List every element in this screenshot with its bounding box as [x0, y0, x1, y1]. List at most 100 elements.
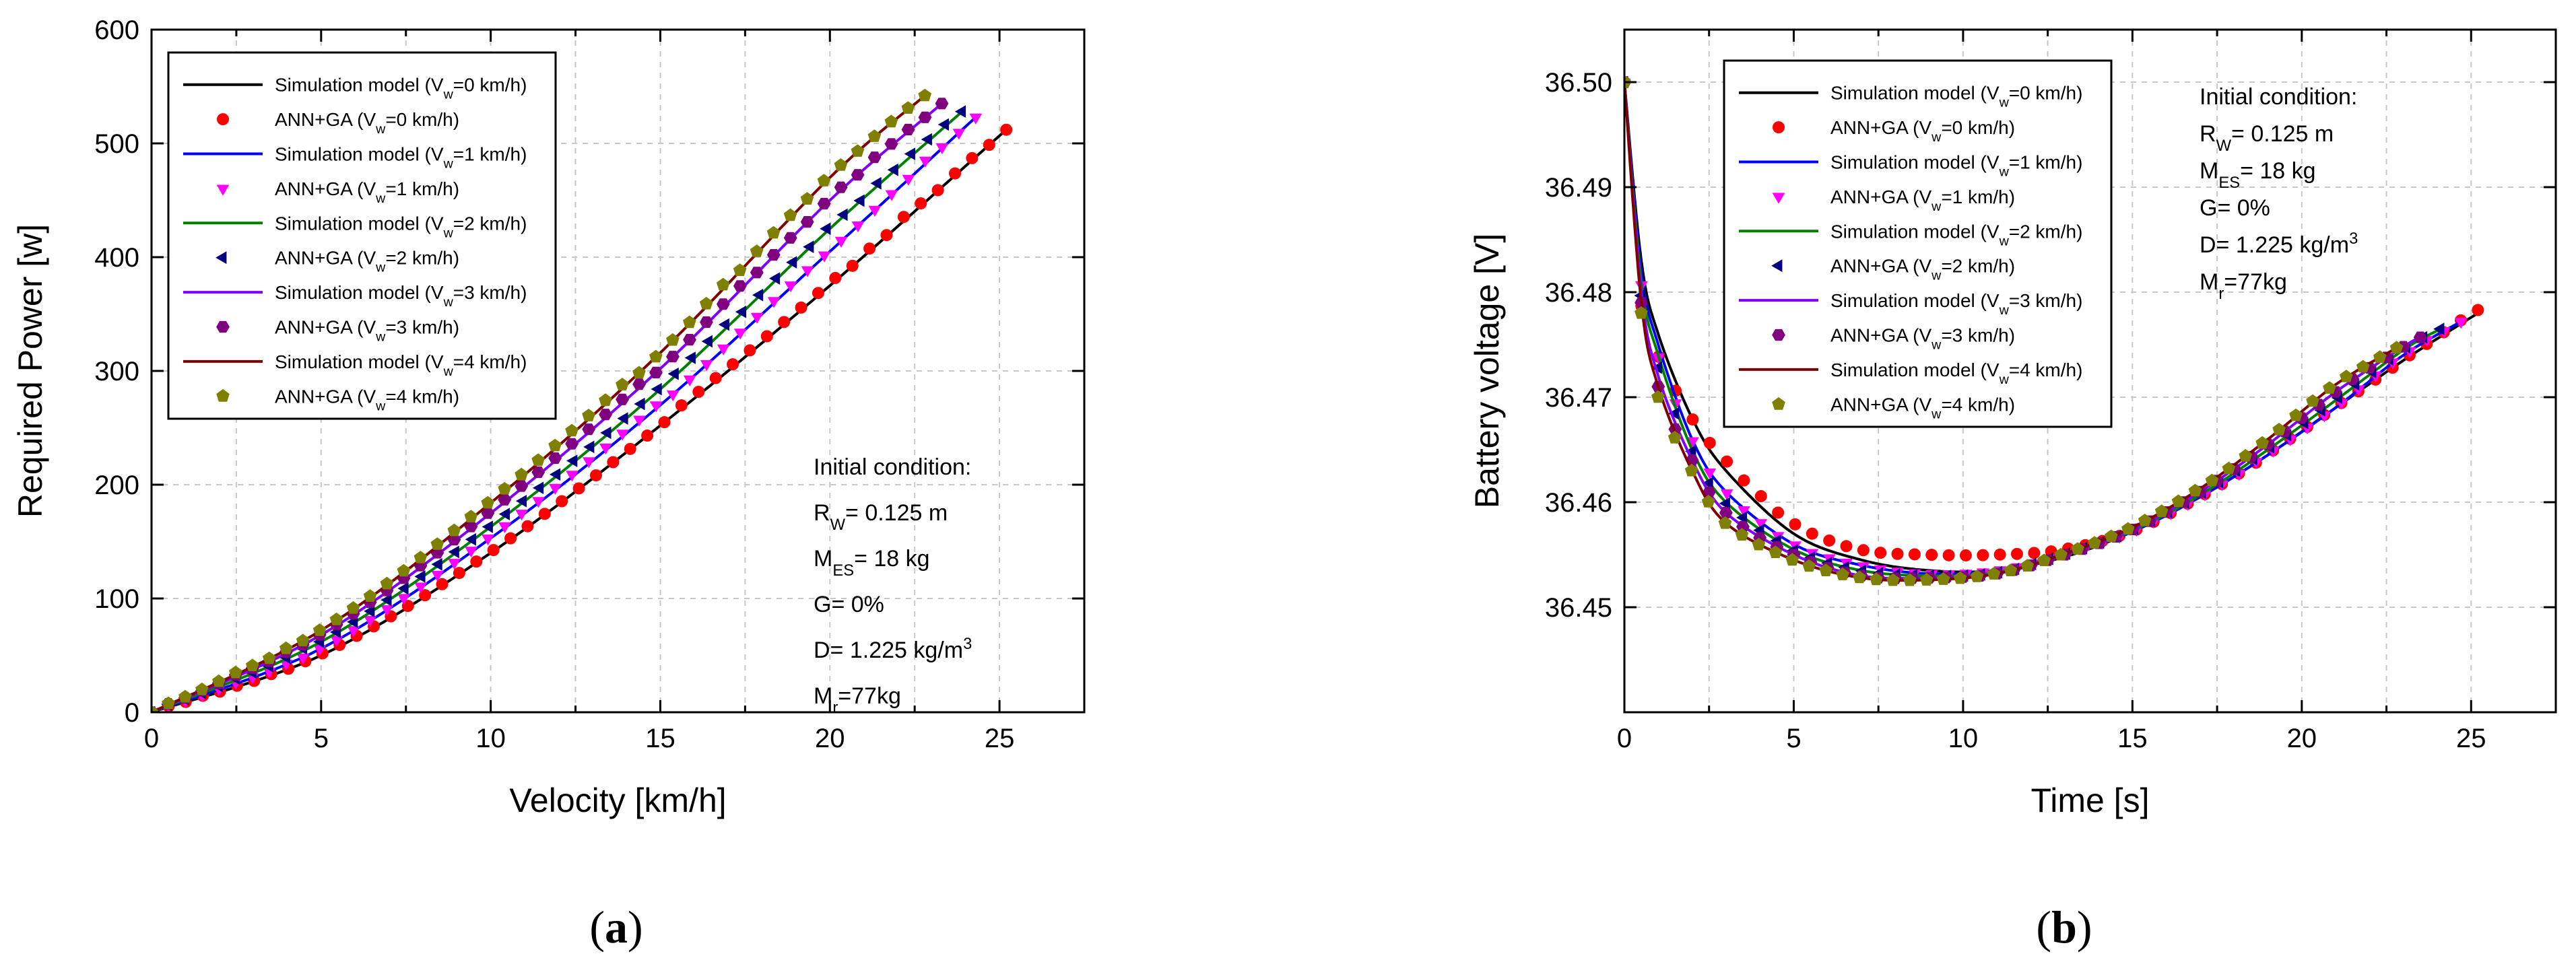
- series-point: [538, 508, 551, 520]
- series-point: [583, 440, 595, 454]
- legend-label: Simulation model (Vw=1 km/h): [275, 144, 527, 172]
- series-point: [750, 312, 764, 324]
- series-point: [521, 520, 534, 532]
- series-point: [2045, 545, 2057, 558]
- series-point: [901, 123, 915, 136]
- series-point: [245, 658, 259, 672]
- series-point: [2205, 473, 2219, 487]
- series-point: [717, 344, 730, 355]
- y-tick-label: 100: [94, 584, 139, 614]
- series-point: [632, 378, 646, 390]
- series-point: [1769, 545, 1783, 558]
- series-point: [431, 570, 444, 582]
- x-tick-label: 5: [314, 724, 329, 753]
- series-point: [1668, 407, 1680, 420]
- series-point: [1936, 572, 1950, 585]
- series-point: [1970, 570, 1984, 582]
- legend-swatch-marker: [216, 388, 230, 402]
- x-tick-label: 0: [144, 724, 159, 753]
- legend-item: ANN+GA (Vw=3 km/h): [216, 317, 459, 345]
- series-point: [2272, 423, 2286, 436]
- series-point: [834, 158, 848, 171]
- legend-swatch-marker: [1771, 259, 1783, 273]
- series-point: [684, 351, 696, 364]
- legend-label: ANN+GA (Vw=0 km/h): [275, 109, 459, 137]
- series-point: [884, 138, 898, 150]
- series-point: [699, 296, 713, 310]
- x-tick-label: 15: [645, 724, 675, 753]
- series-point: [1908, 548, 1921, 561]
- note-line: Mr=77kg: [2200, 269, 2287, 303]
- note-line: Mr=77kg: [814, 683, 901, 717]
- series-point: [515, 480, 529, 492]
- series-point: [566, 471, 579, 482]
- series-point: [786, 256, 797, 269]
- legend-item: Simulation model (Vw=4 km/h): [183, 351, 527, 379]
- series-point: [1651, 390, 1665, 403]
- series-point: [651, 382, 662, 396]
- y-tick-label: 200: [94, 471, 139, 500]
- series-point: [701, 335, 713, 348]
- note-line: Initial condition:: [814, 454, 971, 480]
- series-point: [829, 271, 842, 284]
- series-point: [885, 190, 898, 201]
- axes-frame: [1623, 28, 2557, 714]
- series-point: [921, 133, 932, 146]
- series-point: [414, 570, 426, 583]
- series-point: [750, 244, 764, 257]
- series-point: [1702, 477, 1713, 489]
- series-point: [481, 507, 495, 519]
- series-point: [465, 547, 477, 558]
- series-point: [1853, 570, 1866, 584]
- series-point: [550, 468, 561, 481]
- series-point: [834, 236, 848, 248]
- series-point: [464, 510, 478, 522]
- series-point: [887, 163, 898, 176]
- series-point: [880, 229, 893, 242]
- legend-item: ANN+GA (Vw=2 km/h): [216, 248, 459, 275]
- series-point: [617, 412, 628, 425]
- series-point: [2028, 547, 2041, 559]
- y-tick-label: 36.50: [1545, 68, 1612, 98]
- series-point: [481, 495, 495, 509]
- series-point: [1942, 549, 1955, 561]
- legend-label: ANN+GA (Vw=3 km/h): [275, 317, 459, 345]
- series-point: [733, 263, 747, 276]
- legend-item: ANN+GA (Vw=0 km/h): [217, 109, 459, 137]
- series-point: [744, 344, 756, 357]
- legend-label: ANN+GA (Vw=3 km/h): [1830, 325, 2015, 353]
- legend-item: ANN+GA (Vw=1 km/h): [1772, 186, 2015, 214]
- legend-label: Simulation model (Vw=0 km/h): [1830, 83, 2082, 110]
- series-point: [800, 216, 814, 228]
- series-point: [296, 653, 310, 664]
- legend-label: Simulation model (Vw=4 km/h): [275, 351, 527, 379]
- y-tick-label: 36.48: [1545, 278, 1612, 308]
- series-9: [1624, 75, 2404, 586]
- series-point: [767, 297, 781, 308]
- series-point: [683, 334, 696, 346]
- series-point: [448, 559, 461, 570]
- series-point: [397, 594, 410, 605]
- series-point: [487, 544, 500, 557]
- legend-swatch-marker: [1773, 121, 1785, 134]
- series-point: [347, 626, 360, 638]
- series-point: [464, 520, 478, 532]
- series-point: [919, 156, 932, 168]
- chart-panel-b: 0 5 10 15 20 25 36.45 36.46 36.47 36.48 36.49 36.50…: [1468, 28, 2557, 953]
- series-point: [1891, 547, 1904, 560]
- legend-item: Simulation model (Vw=2 km/h): [1739, 221, 2082, 248]
- series-point: [1870, 572, 1883, 586]
- series-point: [381, 594, 392, 607]
- legend-item: Simulation model (Vw=0 km/h): [1739, 83, 2082, 110]
- series-point: [716, 277, 730, 291]
- note-line: MES= 18 kg: [2200, 158, 2316, 192]
- legend: Simulation model (Vw=0 km/h) ANN+GA (Vw=0…: [167, 51, 557, 420]
- series-point: [1703, 469, 1717, 480]
- series-point: [700, 316, 713, 329]
- series-point: [431, 557, 442, 571]
- legend-item: ANN+GA (Vw=3 km/h): [1772, 325, 2015, 353]
- series-point: [700, 360, 713, 372]
- series-point: [548, 452, 562, 465]
- series-point: [599, 443, 612, 455]
- series-point: [212, 674, 226, 687]
